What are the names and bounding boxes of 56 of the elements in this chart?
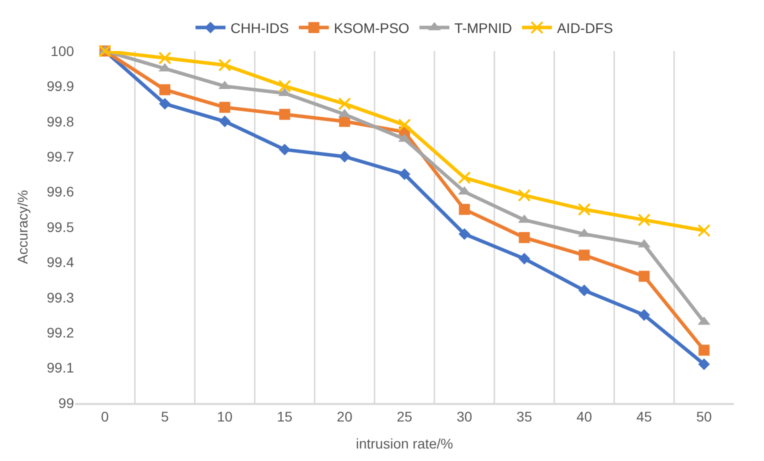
y-tick-label: 100: [50, 42, 74, 59]
x-tick-label: 10: [216, 408, 233, 425]
y-tick-label: 99: [58, 394, 74, 411]
point: [159, 84, 170, 96]
point: [518, 188, 531, 202]
point: [218, 58, 232, 72]
x-tick-label: 20: [336, 408, 353, 425]
y-tick-label: 99.3: [46, 289, 74, 306]
x-tick-label: 35: [516, 408, 532, 425]
point: [159, 98, 171, 110]
point: [398, 118, 411, 132]
point: [458, 171, 471, 184]
legend-label: KSOM-PSO: [334, 20, 410, 36]
x-axis-title: intrusion rate/%: [356, 435, 454, 452]
point: [219, 102, 230, 113]
legend-label: T-MPNID: [454, 20, 512, 36]
y-tick-label: 99.8: [46, 113, 74, 130]
point: [578, 202, 591, 216]
x-tick-label: 50: [696, 408, 712, 425]
point: [158, 52, 172, 65]
point: [279, 108, 290, 120]
point: [398, 168, 410, 180]
y-axis-title: Accuracy/%: [14, 190, 30, 264]
point: [638, 213, 651, 226]
x-tick-label: 15: [276, 408, 293, 425]
point: [458, 204, 470, 215]
y-tick-label: 99.6: [46, 184, 74, 200]
point: [218, 116, 231, 128]
point: [578, 284, 590, 296]
y-tick-label: 99.5: [46, 218, 74, 235]
point: [338, 97, 352, 110]
point: [698, 358, 710, 370]
x-tick-label: 40: [576, 408, 592, 425]
point: [698, 344, 710, 356]
point: [638, 309, 650, 321]
y-tick-label: 99.4: [46, 254, 74, 270]
x-tick-label: 25: [396, 408, 412, 425]
point: [278, 80, 292, 93]
legend-label: AID-DFS: [556, 20, 613, 36]
x-tick-label: 30: [456, 408, 472, 425]
point: [338, 150, 350, 162]
point: [698, 224, 711, 238]
x-tick-label: 5: [160, 408, 169, 425]
y-tick-label: 99.2: [46, 324, 74, 340]
point: [518, 252, 530, 265]
y-tick-label: 99.1: [46, 360, 74, 376]
point: [458, 228, 470, 240]
point: [278, 144, 291, 156]
point: [638, 270, 650, 282]
point: [518, 232, 530, 244]
y-tick-label: 99.7: [46, 148, 74, 164]
x-tick-label: 0: [101, 408, 110, 425]
point: [578, 250, 590, 261]
y-tick-label: 99.9: [46, 78, 74, 94]
legend-label: CHH-IDS: [230, 20, 289, 36]
x-tick-label: 45: [636, 408, 652, 425]
